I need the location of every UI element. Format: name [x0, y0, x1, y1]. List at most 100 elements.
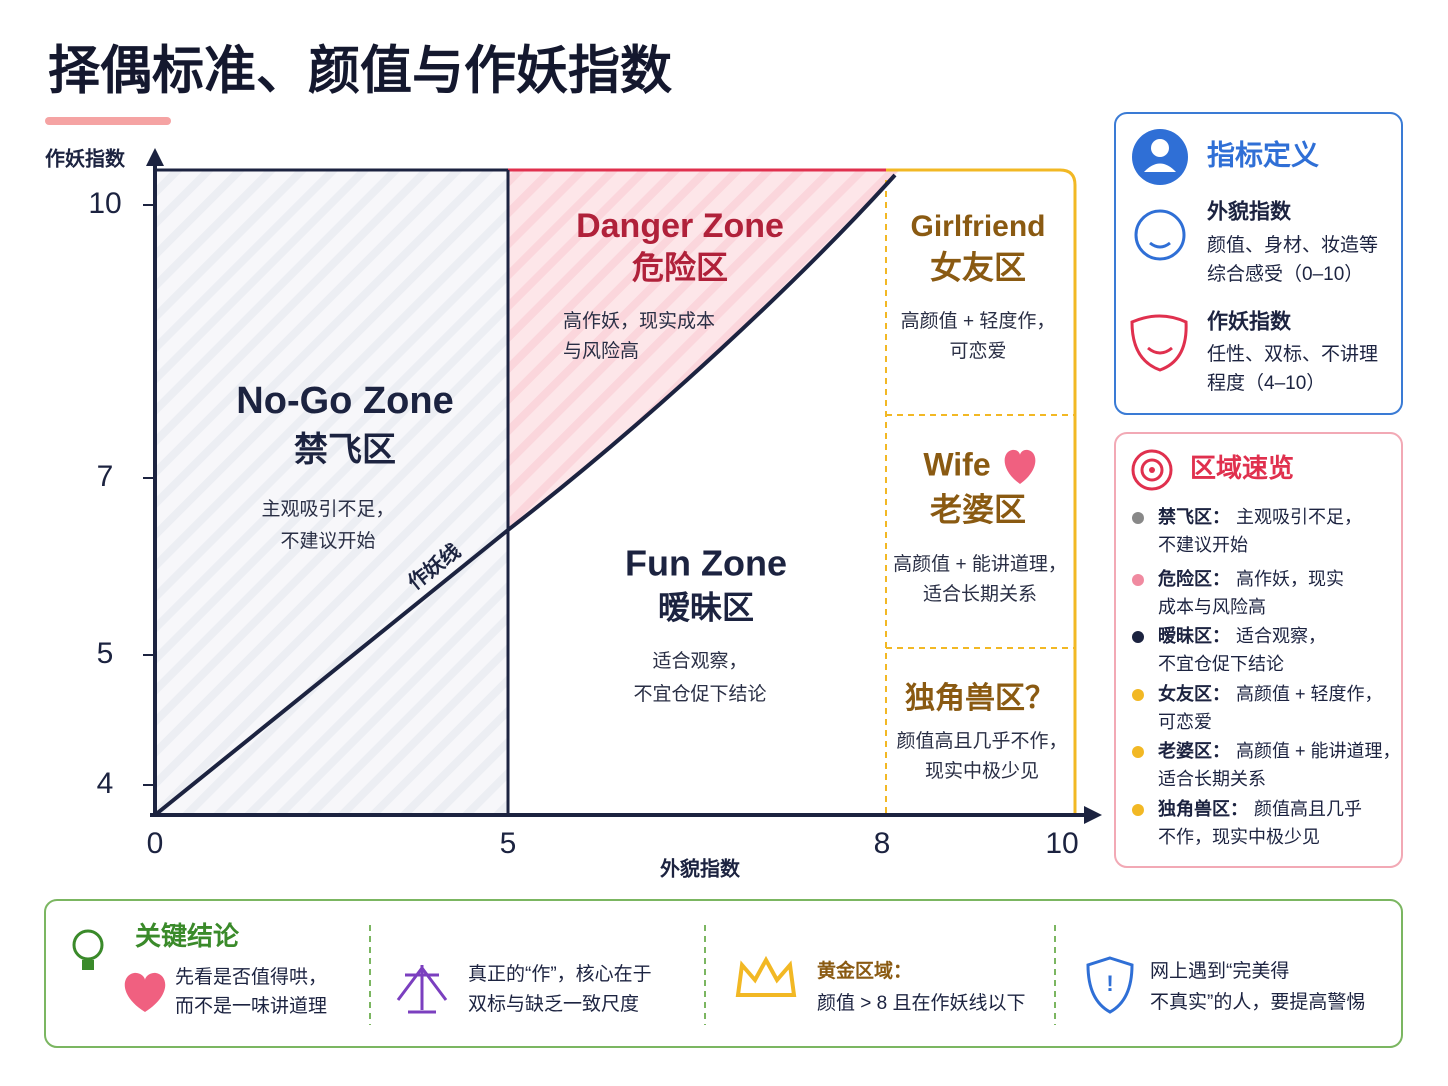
x-arrow	[1084, 806, 1102, 824]
footer-text: 真正的“作”，核心在于	[468, 963, 652, 985]
footer-text: 而不是一味讲道理	[175, 995, 327, 1017]
zone-title-zh: 老婆区	[930, 491, 1026, 527]
definition-name: 外貌指数	[1207, 200, 1292, 224]
overview-desc: 成本与风险高	[1158, 597, 1266, 617]
definition-desc: 任性、双标、不讲理	[1207, 343, 1378, 365]
face-icon	[1134, 209, 1186, 261]
overview-desc: 不宜仓促下结论	[1158, 654, 1284, 674]
bullet	[1132, 746, 1144, 758]
mask-icon	[1130, 314, 1188, 372]
definitions-title: 指标定义	[1207, 138, 1319, 170]
heart-icon	[1004, 449, 1036, 484]
overview-item: 老婆区： 高颜值 + 能讲道理，	[1158, 740, 1401, 761]
zone-title-en: Girlfriend	[910, 210, 1045, 243]
zone-title-en: No-Go Zone	[236, 380, 453, 422]
footer-text: 双标与缺乏一致尺度	[468, 993, 639, 1015]
zone-title-zh: 女友区	[930, 249, 1026, 285]
user-icon-head	[1151, 139, 1169, 157]
no-go-area	[155, 170, 508, 815]
zone-title-en: Danger Zone	[576, 207, 784, 245]
crown-icon	[735, 955, 797, 997]
x-axis-label: 外貌指数	[660, 856, 741, 880]
overview-desc: 主观吸引不足，	[1236, 507, 1362, 527]
x-tick-label: 8	[874, 827, 891, 860]
y-arrow	[146, 148, 164, 166]
overview-desc: 适合观察，	[1236, 626, 1326, 646]
definition-desc: 颜值、身材、妆造等	[1207, 234, 1378, 256]
bulb-icon-base	[82, 960, 94, 970]
shield-icon	[1086, 956, 1134, 1014]
definition-name: 作妖指数	[1207, 310, 1292, 334]
overview-name: 女友区：	[1158, 683, 1230, 704]
zone-desc: 颜值高且几乎不作，	[896, 730, 1067, 752]
y-tick-label: 4	[97, 767, 114, 800]
definition-desc: 综合感受（0–10）	[1207, 263, 1363, 285]
y-axis-label: 作妖指数	[45, 146, 126, 170]
zone-title-zh: 独角兽区？	[905, 682, 1055, 715]
zone-desc: 高颜值 + 轻度作，	[901, 310, 1056, 332]
y-tick-label: 10	[88, 187, 121, 220]
definition-desc: 程度（4–10）	[1207, 372, 1325, 394]
zone-title-en: Fun Zone	[625, 543, 787, 584]
definitions-box	[1114, 112, 1403, 415]
zone-title-zh: 暧昧区	[658, 589, 754, 625]
overview-item: 禁飞区： 主观吸引不足，	[1158, 506, 1362, 527]
x-tick-label: 0	[147, 827, 164, 860]
bullet	[1132, 689, 1144, 701]
overview-box	[1114, 432, 1403, 868]
page-title: 择偶标准、颜值与作妖指数	[48, 43, 672, 101]
overview-desc: 不作，现实中极少见	[1158, 827, 1320, 847]
bullet	[1132, 804, 1144, 816]
overview-name: 禁飞区：	[1158, 506, 1230, 527]
overview-desc: 高作妖，现实	[1236, 569, 1344, 589]
x-tick-label: 10	[1045, 827, 1078, 860]
zone-desc: 不宜仓促下结论	[633, 683, 766, 705]
mask-icon-smile	[1147, 346, 1173, 355]
footer-box	[44, 899, 1403, 1048]
overview-title: 区域速览	[1190, 453, 1294, 483]
heart-icon	[124, 972, 166, 1012]
footer-text: 网上遇到“完美得	[1150, 960, 1289, 982]
footer-text: 不真实”的人，要提高警惕	[1150, 991, 1365, 1013]
zone-desc: 与风险高	[563, 340, 639, 362]
zone-desc: 适合长期关系	[923, 583, 1037, 605]
zone-desc: 高作妖，现实成本	[563, 310, 715, 332]
footer-text: 先看是否值得哄，	[175, 966, 327, 988]
user-icon-body	[1144, 163, 1176, 172]
bullet	[1132, 631, 1144, 643]
overview-name: 老婆区：	[1158, 740, 1230, 761]
overview-name: 危险区：	[1157, 568, 1230, 589]
danger-area	[508, 170, 900, 530]
y-tick-label: 5	[97, 637, 114, 670]
bullet	[1132, 574, 1144, 586]
zone-title-zh: 禁飞区	[294, 431, 396, 469]
y-tick-label: 7	[97, 460, 114, 493]
zone-desc: 不建议开始	[280, 530, 375, 552]
zone-desc: 可恋爱	[949, 340, 1006, 362]
overview-item: 独角兽区： 颜值高且几乎	[1158, 798, 1362, 819]
overview-item: 危险区： 高作妖，现实	[1157, 568, 1344, 589]
bullet	[1132, 512, 1144, 524]
zone-desc: 适合观察，	[652, 650, 747, 672]
overview-item: 女友区： 高颜值 + 轻度作，	[1158, 683, 1383, 704]
zuoyao-line	[153, 173, 897, 817]
zone-desc: 现实中极少见	[925, 760, 1039, 782]
overview-item: 暧昧区： 适合观察，	[1158, 625, 1326, 646]
overview-desc: 高颜值 + 轻度作，	[1236, 684, 1383, 704]
face-icon-smile	[1149, 241, 1171, 249]
footer-title: 黄金区域：	[817, 959, 912, 982]
bulb-icon	[72, 929, 104, 961]
title-underline	[45, 117, 171, 125]
overview-name: 独角兽区：	[1158, 798, 1248, 819]
zone-desc: 高颜值 + 能讲道理，	[893, 553, 1067, 575]
shield-mark: !	[1106, 971, 1113, 996]
target-icon-center	[1149, 467, 1155, 473]
overview-desc: 适合长期关系	[1158, 769, 1266, 789]
footer-title: 关键结论	[135, 921, 240, 951]
scale-icon	[396, 965, 448, 1014]
zone-title-zh: 危险区	[632, 249, 728, 285]
zone-desc: 主观吸引不足，	[261, 498, 394, 520]
target-icon	[1131, 449, 1173, 491]
footer-text: 颜值 > 8 且在作妖线以下	[817, 992, 1026, 1014]
